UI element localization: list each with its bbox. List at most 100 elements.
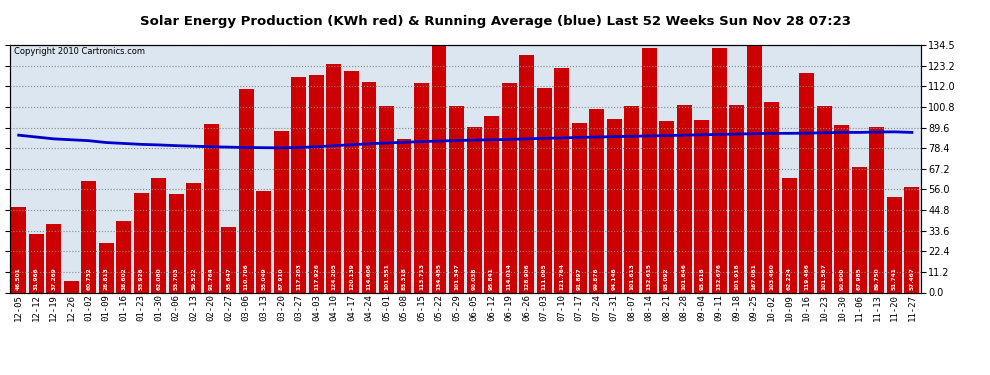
Bar [466, 127, 481, 292]
Text: 94.146: 94.146 [612, 267, 617, 290]
Bar [746, 0, 761, 292]
Bar [29, 234, 44, 292]
Bar [151, 178, 166, 292]
Bar [256, 191, 271, 292]
Text: 90.038: 90.038 [471, 267, 476, 290]
Text: 31.966: 31.966 [34, 267, 39, 290]
Text: 101.551: 101.551 [384, 263, 389, 290]
Bar [99, 243, 114, 292]
Text: 87.910: 87.910 [279, 267, 284, 290]
Text: 38.602: 38.602 [121, 267, 127, 290]
Text: 113.713: 113.713 [419, 263, 424, 290]
Text: 46.501: 46.501 [16, 267, 21, 290]
Bar [239, 89, 253, 292]
Bar [817, 106, 832, 292]
Bar [502, 83, 517, 292]
Text: 110.706: 110.706 [244, 263, 248, 290]
Text: 35.647: 35.647 [227, 267, 232, 290]
Text: 101.646: 101.646 [682, 263, 687, 290]
Bar [449, 106, 464, 292]
Bar [397, 139, 412, 292]
Text: 134.455: 134.455 [437, 263, 442, 290]
Bar [11, 207, 26, 292]
Text: 111.095: 111.095 [542, 263, 546, 290]
Bar [905, 187, 920, 292]
Text: 90.900: 90.900 [840, 267, 844, 290]
Text: 53.926: 53.926 [139, 267, 144, 290]
Bar [677, 105, 692, 292]
Text: 114.014: 114.014 [507, 263, 512, 290]
Text: 99.876: 99.876 [594, 267, 599, 290]
Bar [799, 73, 815, 292]
Text: 83.318: 83.318 [402, 267, 407, 290]
Text: Copyright 2010 Cartronics.com: Copyright 2010 Cartronics.com [15, 48, 146, 57]
Bar [204, 124, 219, 292]
Bar [887, 197, 902, 292]
Text: 53.703: 53.703 [174, 267, 179, 290]
Bar [432, 45, 446, 292]
Text: 103.460: 103.460 [769, 263, 774, 290]
Text: 93.092: 93.092 [664, 267, 669, 290]
Text: 124.205: 124.205 [332, 263, 337, 290]
Bar [291, 77, 306, 292]
Bar [47, 224, 61, 292]
Bar [764, 102, 779, 292]
Text: 132.615: 132.615 [646, 263, 651, 290]
Text: 117.203: 117.203 [296, 263, 301, 290]
Bar [134, 193, 148, 292]
Text: 62.080: 62.080 [156, 267, 161, 290]
Bar [344, 71, 359, 292]
Bar [694, 120, 709, 292]
Text: 26.813: 26.813 [104, 267, 109, 290]
Bar [852, 167, 867, 292]
Bar [309, 75, 324, 292]
Bar [414, 83, 429, 292]
Bar [554, 68, 569, 292]
Text: 101.347: 101.347 [454, 263, 459, 290]
Bar [730, 105, 744, 292]
Text: 51.741: 51.741 [892, 267, 897, 290]
Bar [169, 194, 184, 292]
Text: 37.269: 37.269 [51, 267, 56, 290]
Text: 57.467: 57.467 [910, 267, 915, 290]
Text: 101.567: 101.567 [822, 263, 827, 290]
Text: 95.841: 95.841 [489, 267, 494, 290]
Bar [537, 88, 551, 292]
Bar [63, 281, 78, 292]
Bar [607, 119, 622, 292]
Text: 101.613: 101.613 [630, 263, 635, 290]
Bar [222, 227, 237, 292]
Text: 55.049: 55.049 [261, 267, 266, 290]
Text: 91.897: 91.897 [576, 267, 582, 290]
Text: 132.676: 132.676 [717, 263, 722, 290]
Text: 120.139: 120.139 [348, 263, 354, 290]
Bar [869, 128, 884, 292]
Text: Solar Energy Production (KWh red) & Running Average (blue) Last 52 Weeks Sun Nov: Solar Energy Production (KWh red) & Runn… [140, 15, 850, 28]
Bar [589, 109, 604, 292]
Bar [571, 123, 587, 292]
Bar [361, 82, 376, 292]
Text: 117.926: 117.926 [314, 263, 319, 290]
Text: 114.606: 114.606 [366, 263, 371, 290]
Text: 101.918: 101.918 [735, 263, 740, 290]
Bar [116, 222, 132, 292]
Text: 62.224: 62.224 [787, 267, 792, 290]
Text: 121.764: 121.764 [559, 263, 564, 290]
Bar [782, 178, 797, 292]
Text: 67.985: 67.985 [857, 267, 862, 290]
Bar [274, 131, 289, 292]
Text: 119.466: 119.466 [804, 263, 810, 290]
Bar [327, 64, 342, 292]
Text: 59.522: 59.522 [191, 267, 196, 290]
Bar [712, 48, 727, 292]
Bar [835, 125, 849, 292]
Bar [379, 106, 394, 292]
Text: 91.764: 91.764 [209, 267, 214, 290]
Bar [625, 105, 640, 292]
Bar [642, 48, 656, 292]
Bar [81, 181, 96, 292]
Text: 89.750: 89.750 [874, 267, 879, 290]
Text: 93.618: 93.618 [699, 267, 704, 290]
Bar [659, 121, 674, 292]
Bar [186, 183, 201, 292]
